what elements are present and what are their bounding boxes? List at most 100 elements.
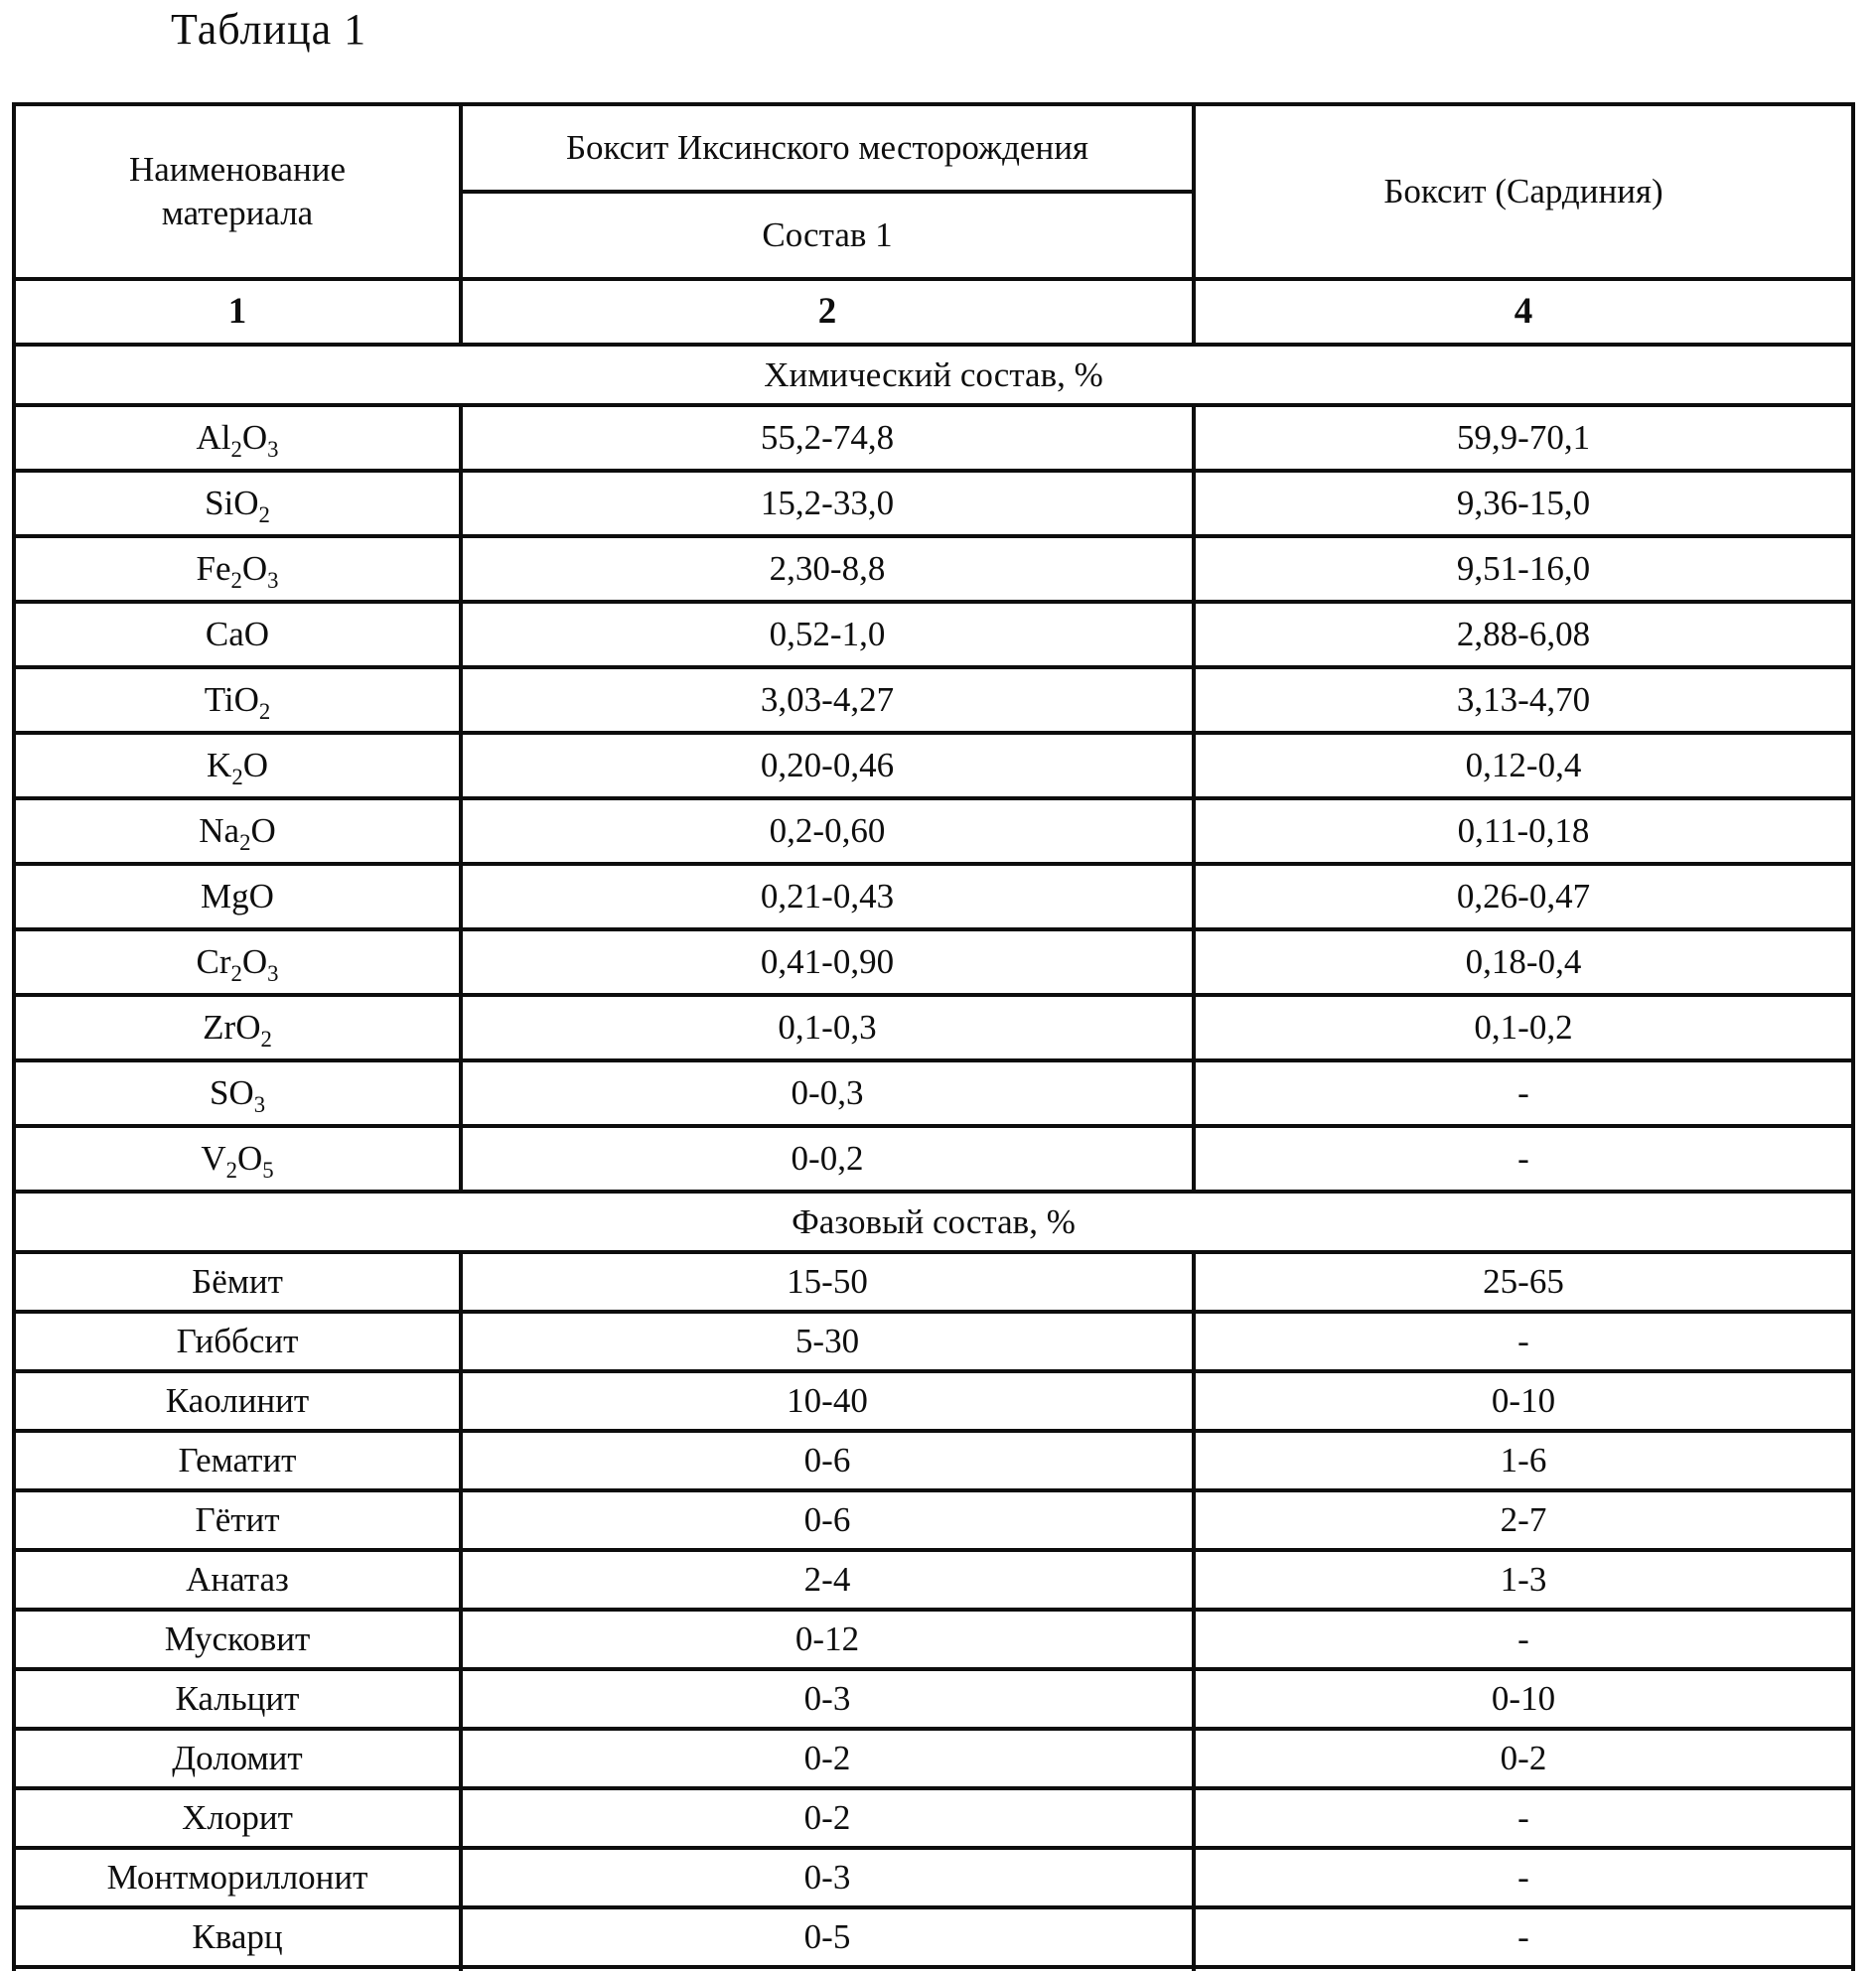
sostav1-value-cell: 0-2	[459, 1786, 1196, 1850]
material-name-cell: Кварц	[12, 1905, 463, 1969]
sardinia-value-cell: -	[1192, 1124, 1855, 1194]
sostav1-value-cell: 0,2-0,60	[459, 796, 1196, 866]
section-header-row: Химический состав, %	[12, 343, 1855, 407]
sostav1-value-cell: 2,30-8,8	[459, 534, 1196, 604]
sardinia-value-cell: 0,12-0,4	[1192, 731, 1855, 800]
sardinia-value-cell: -	[1192, 1310, 1855, 1373]
sostav1-value-cell: 0,20-0,46	[459, 731, 1196, 800]
material-name-cell: CaO	[12, 600, 463, 669]
table-row: Монтмориллонит 0-3-	[12, 1846, 1855, 1909]
sostav1-value-cell: 0-12	[459, 1608, 1196, 1671]
sostav1-value-cell: 55,2-74,8	[459, 403, 1196, 473]
sardinia-value-cell: -	[1192, 1786, 1855, 1850]
table-row: V2O5 0-0,2-	[12, 1124, 1855, 1194]
material-name-cell: Гематит	[12, 1429, 463, 1492]
sardinia-value-cell: 0,18-0,4	[1192, 927, 1855, 997]
table-row: Кальцит 0-3 0-10	[12, 1667, 1855, 1731]
sostav1-value-cell: 0-3	[459, 1667, 1196, 1731]
column-number-4: 4	[1192, 277, 1855, 347]
sardinia-value-cell: 0,26-0,47	[1192, 862, 1855, 931]
sostav1-value-cell: 2-4	[459, 1548, 1196, 1612]
material-name-cell: Бёмит	[12, 1250, 463, 1314]
material-name-cell: TiO2	[12, 665, 463, 735]
material-name-cell: V2O5	[12, 1124, 463, 1194]
sardinia-value-cell: 0-2	[1192, 1727, 1855, 1790]
sardinia-value-cell: 9,51-16,0	[1192, 534, 1855, 604]
material-name-cell: Na2O	[12, 796, 463, 866]
sostav1-value-cell: 0-6	[459, 1429, 1196, 1492]
table-row: Мусковит 0-12-	[12, 1608, 1855, 1671]
table-row: Доломит 0-2 0-2	[12, 1727, 1855, 1790]
col-header-material: Наименование материала	[12, 102, 463, 281]
section-header: Химический состав, %	[12, 343, 1855, 407]
table-row: Гиббсит 5-30-	[12, 1310, 1855, 1373]
table-row: ZrO2 0,1-0,3 0,1-0,2	[12, 993, 1855, 1062]
sardinia-value-cell: 0,11-0,18	[1192, 796, 1855, 866]
material-name-cell: Анатаз	[12, 1548, 463, 1612]
sardinia-value-cell: 0-10	[1192, 1667, 1855, 1731]
table-title: Таблица 1	[171, 5, 367, 54]
sardinia-value-cell: 9,36-15,0	[1192, 469, 1855, 538]
table-row: MgO 0,21-0,43 0,26-0,47	[12, 862, 1855, 931]
table-row: Бёмит 15-50 25-65	[12, 1250, 1855, 1314]
sostav1-value-cell: 10-40	[459, 1369, 1196, 1433]
table-row: Гематит 0-6 1-6	[12, 1429, 1855, 1492]
sostav1-value-cell: 0,21-0,43	[459, 862, 1196, 931]
table-row: Анатаз 2-4 1-3	[12, 1548, 1855, 1612]
material-name-cell: Fe2O3	[12, 534, 463, 604]
table-row: Fe2O3 2,30-8,8 9,51-16,0	[12, 534, 1855, 604]
material-name-cell: Доломит	[12, 1727, 463, 1790]
sostav1-value-cell: 3,03-4,27	[459, 665, 1196, 735]
sostav1-value-cell: 0-6	[459, 1488, 1196, 1552]
sardinia-value-cell: 0,1-0,2	[1192, 993, 1855, 1062]
bauxite-composition-table: Наименование материала Боксит Иксинского…	[12, 102, 1855, 1971]
sardinia-value-cell: 1-3	[1192, 1548, 1855, 1612]
sardinia-value-cell: 59,9-70,1	[1192, 403, 1855, 473]
table-row: Na2O 0,2-0,60 0,11-0,18	[12, 796, 1855, 866]
section-header: Фазовый состав, %	[12, 1190, 1855, 1254]
material-name-cell: Мусковит	[12, 1608, 463, 1671]
table-row: K2O 0,20-0,46 0,12-0,4	[12, 731, 1855, 800]
sardinia-value-cell: 2-7	[1192, 1488, 1855, 1552]
material-name-cell: Монтмориллонит	[12, 1846, 463, 1909]
table-row: Рутил0-5-	[12, 1965, 1855, 1971]
col-header-sardinia: Боксит (Сардиния)	[1192, 102, 1855, 281]
material-name-cell: Кальцит	[12, 1667, 463, 1731]
table-row: Cr2O3 0,41-0,90 0,18-0,4	[12, 927, 1855, 997]
column-number-2: 2	[459, 277, 1196, 347]
material-name-cell: Гиббсит	[12, 1310, 463, 1373]
sostav1-value-cell: 0-3	[459, 1846, 1196, 1909]
material-name-cell: K2O	[12, 731, 463, 800]
sostav1-value-cell: 0,52-1,0	[459, 600, 1196, 669]
table-row: Кварц 0-5-	[12, 1905, 1855, 1969]
table-row: SO3 0-0,3-	[12, 1058, 1855, 1128]
sostav1-value-cell: 5-30	[459, 1310, 1196, 1373]
table-row: Каолинит 10-40 0-10	[12, 1369, 1855, 1433]
sardinia-value-cell: -	[1192, 1608, 1855, 1671]
material-name-cell: Al2O3	[12, 403, 463, 473]
sostav1-value-cell: 15,2-33,0	[459, 469, 1196, 538]
material-name-cell: Cr2O3	[12, 927, 463, 997]
sardinia-value-cell: 25-65	[1192, 1250, 1855, 1314]
material-name-cell: MgO	[12, 862, 463, 931]
col-subheader-sostav1: Состав 1	[459, 190, 1196, 281]
sardinia-value-cell: -	[1192, 1846, 1855, 1909]
table-row: TiO2 3,03-4,27 3,13-4,70	[12, 665, 1855, 735]
table-row: SiO2 15,2-33,0 9,36-15,0	[12, 469, 1855, 538]
column-numbers-row: 1 2 4	[12, 277, 1855, 347]
sardinia-value-cell: 2,88-6,08	[1192, 600, 1855, 669]
table-row: CaO 0,52-1,0 2,88-6,08	[12, 600, 1855, 669]
sostav1-value-cell: 0-0,3	[459, 1058, 1196, 1128]
col-header-iksinskoe-deposit: Боксит Иксинского месторождения	[459, 102, 1196, 194]
section-header-row: Фазовый состав, %	[12, 1190, 1855, 1254]
header-row-2: Состав 1	[14, 190, 1853, 281]
sostav1-value-cell: 0-5	[459, 1905, 1196, 1969]
header-row-1: Наименование материала Боксит Иксинского…	[12, 102, 1855, 281]
table-row: Хлорит 0-2-	[12, 1786, 1855, 1850]
column-number-1: 1	[12, 277, 463, 347]
material-name-cell: SiO2	[12, 469, 463, 538]
sostav1-value-cell: 15-50	[459, 1250, 1196, 1314]
material-name-cell: Гётит	[12, 1488, 463, 1552]
sostav1-value-cell: 0,1-0,3	[459, 993, 1196, 1062]
